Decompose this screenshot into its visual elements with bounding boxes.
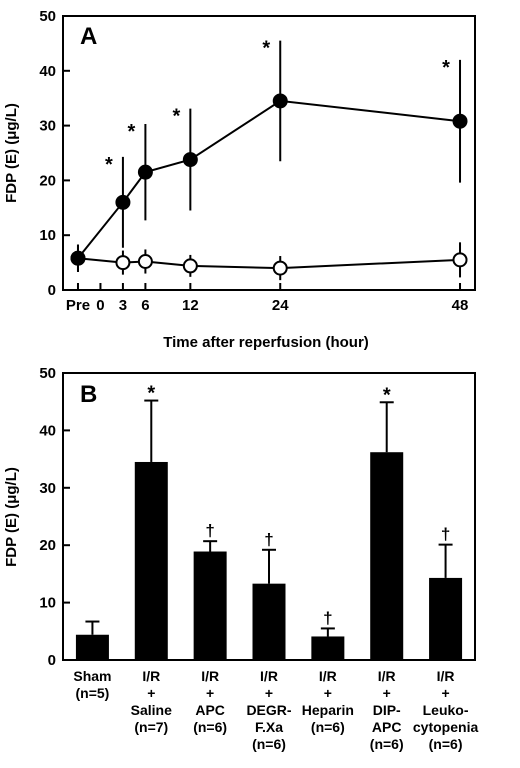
panel-b-bar (370, 452, 404, 660)
panel-a-filled-point (137, 164, 153, 180)
panel-b-category-label: + (147, 685, 155, 701)
panel-b-bar (429, 577, 463, 660)
panel-a-x-axis-label: Time after reperfusion (hour) (163, 334, 369, 351)
panel-b-bar-chart: B FDP (E) (μg/L) 0 10 20 30 40 50 * † † † * † Sham… (3, 365, 478, 752)
panel-a-series-1-line (77, 99, 461, 259)
panel-a-x-tick-label: 12 (182, 297, 199, 314)
panel-b-category-label: Leuko- (423, 702, 469, 718)
panel-b-category-label: DEGR- (246, 702, 291, 718)
panel-b-significance-mark: † (264, 530, 273, 549)
panel-b-bar (75, 634, 109, 660)
panel-b-category-label: I/R (319, 668, 337, 684)
panel-a-significance-mark: * (128, 121, 136, 143)
panel-b-category-label: (n=5) (76, 685, 110, 701)
panel-b-category-label: I/R (437, 668, 455, 684)
panel-a-x-ticks: Pre 0 3 6 12 24 48 (66, 283, 468, 314)
panel-a-filled-point (272, 93, 288, 109)
panel-b-y-tick-label: 0 (48, 652, 56, 669)
panel-b-category-label: (n=7) (134, 719, 168, 735)
panel-b-category-label: DIP- (373, 702, 401, 718)
panel-b-category-label: cytopenia (413, 719, 479, 735)
panel-a-open-point (182, 258, 198, 274)
panel-b-category-label: I/R (142, 668, 160, 684)
panel-b-category-label: F.Xa (255, 719, 283, 735)
panel-a-significance-mark: * (105, 154, 113, 176)
panel-b-y-tick-label: 40 (39, 422, 56, 439)
panel-a-filled-point (182, 152, 198, 168)
panel-b-significance-mark: † (205, 521, 214, 540)
panel-b-category-label: + (206, 685, 214, 701)
panel-a-significance-mark: * (262, 38, 270, 60)
panel-b-category-label: Sham (73, 668, 111, 684)
panel-b-category-label: + (324, 685, 332, 701)
panel-a-x-tick-label: 6 (141, 297, 149, 314)
panel-a-label: A (80, 23, 97, 50)
panel-a-series: * * * * * (70, 38, 468, 281)
panel-a-x-tick-label: 3 (119, 297, 127, 314)
panel-b-category-label: I/R (201, 668, 219, 684)
panel-b-category-labels: Sham(n=5)I/R+Saline(n=7)I/R+APC(n=6)I/R+… (73, 668, 478, 752)
panel-a-open-point (452, 252, 468, 268)
panel-b-bars: * † † † * † (75, 383, 463, 660)
panel-a-x-tick-label: 0 (96, 297, 104, 314)
panel-a-x-tick-label: 48 (452, 297, 469, 314)
panel-a-x-tick-label: 24 (272, 297, 289, 314)
panel-a-line-chart: A FDP (E) (μg/L) Time after reperfusion … (3, 8, 476, 351)
panel-b-y-ticks: 0 10 20 30 40 50 (39, 365, 70, 669)
panel-b-category-label: + (265, 685, 273, 701)
panel-b-category-label: (n=6) (370, 736, 404, 752)
panel-b-bar (311, 636, 345, 660)
panel-b-bar (252, 583, 286, 660)
panel-b-label: B (80, 381, 97, 408)
panel-b-category-label: (n=6) (311, 719, 345, 735)
panel-a-open-point (115, 255, 131, 271)
panel-a-plot-frame (62, 15, 476, 291)
panel-a-series-2-line (77, 257, 461, 270)
panel-b-bar (193, 551, 227, 660)
panel-a-x-tick-label: Pre (66, 297, 90, 314)
panel-b-y-tick-label: 10 (39, 595, 56, 612)
panel-a-open-point (272, 260, 288, 276)
panel-b-category-label: I/R (260, 668, 278, 684)
panel-a-filled-point (70, 250, 86, 266)
panel-b-category-label: (n=6) (252, 736, 286, 752)
panel-b-y-axis-label: FDP (E) (μg/L) (3, 467, 20, 567)
panel-a-y-tick-label: 0 (48, 282, 56, 299)
panel-a-filled-point (115, 194, 131, 210)
panel-a-filled-point (452, 113, 468, 129)
panel-b-category-label: Heparin (302, 702, 354, 718)
panel-b-significance-mark: † (323, 608, 332, 627)
panel-b-y-tick-label: 30 (39, 480, 56, 497)
panel-a-significance-mark: * (172, 106, 180, 128)
panel-b-bar (134, 461, 168, 660)
panel-b-significance-mark: † (441, 525, 450, 544)
panel-a-y-tick-label: 30 (39, 118, 56, 135)
panel-a-y-tick-label: 50 (39, 8, 56, 25)
panel-b-category-label: (n=6) (193, 719, 227, 735)
panel-b-category-label: APC (195, 702, 225, 718)
panel-a-y-tick-label: 40 (39, 63, 56, 80)
panel-a-y-tick-label: 20 (39, 172, 56, 189)
panel-b-category-label: I/R (378, 668, 396, 684)
panel-b-category-label: + (383, 685, 391, 701)
panel-b-category-label: (n=6) (429, 736, 463, 752)
panel-b-category-label: + (441, 685, 449, 701)
panel-a-open-point (137, 254, 153, 270)
panel-a-y-ticks: 0 10 20 30 40 50 (39, 8, 70, 299)
panel-a-y-tick-label: 10 (39, 227, 56, 244)
panel-a-y-axis-label: FDP (E) (μg/L) (3, 103, 20, 203)
panel-b-significance-mark: * (147, 383, 155, 405)
panel-b-significance-mark: * (383, 384, 391, 406)
panel-b-y-tick-label: 50 (39, 365, 56, 382)
panel-a-significance-mark: * (442, 57, 450, 79)
panel-b-category-label: Saline (131, 702, 172, 718)
panel-b-y-tick-label: 20 (39, 537, 56, 554)
panel-b-category-label: APC (372, 719, 402, 735)
